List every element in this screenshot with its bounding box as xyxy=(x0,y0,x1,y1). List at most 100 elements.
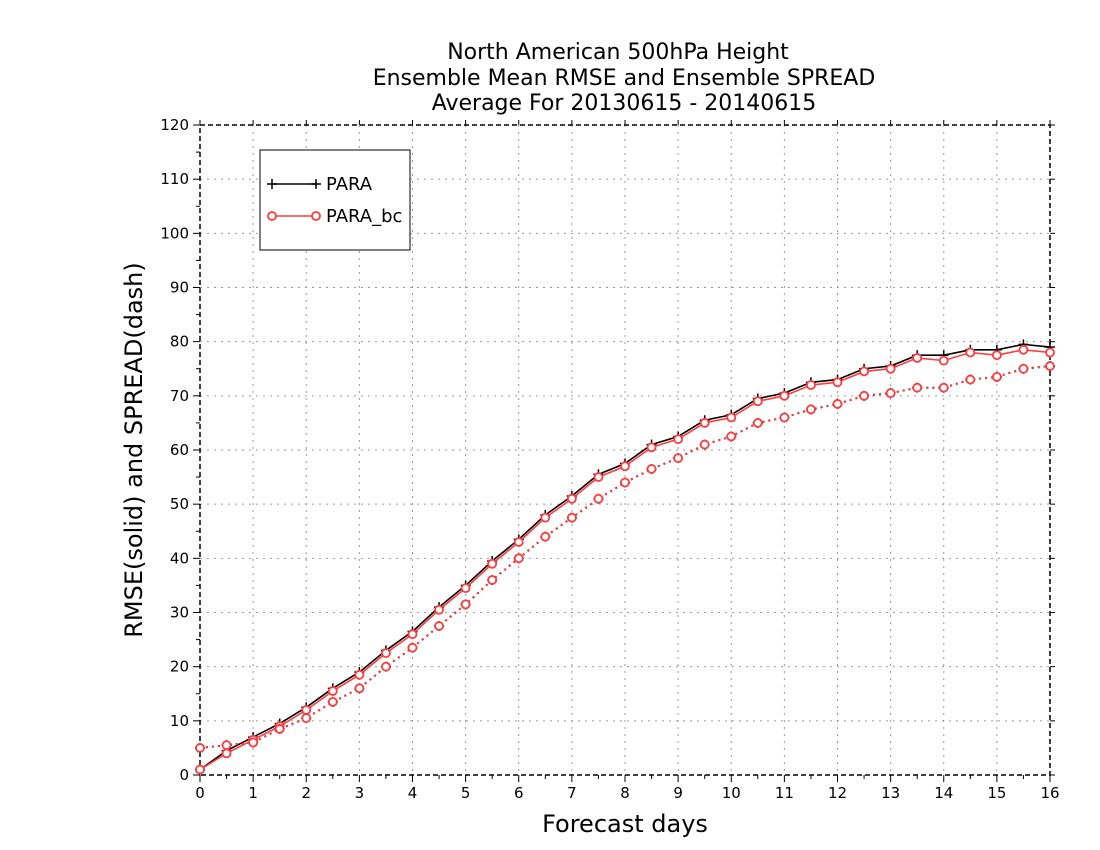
data-point-para-bc-spread xyxy=(327,696,338,707)
data-point-para-bc-spread xyxy=(699,439,710,450)
legend-label: PARA xyxy=(326,174,373,195)
y-tick-label: 50 xyxy=(170,495,189,513)
y-tick-label: 110 xyxy=(160,170,189,188)
x-tick-label: 8 xyxy=(620,784,630,802)
data-point-para-bc-spread xyxy=(779,412,790,423)
data-point-para-bc-spread xyxy=(274,724,285,734)
data-point-para-bc-spread xyxy=(513,553,524,564)
data-point-para-bc-rmse xyxy=(726,412,737,423)
data-point-para-bc-rmse xyxy=(407,629,418,640)
data-point-para-bc-rmse xyxy=(806,380,816,390)
y-tick-label: 0 xyxy=(179,766,189,784)
data-point-para-bc-rmse xyxy=(673,434,684,445)
y-tick-label: 70 xyxy=(170,387,189,405)
series-line-para-bc-spread xyxy=(199,365,1051,749)
data-point-para-bc-rmse xyxy=(593,472,604,482)
series-para-bc-rmse xyxy=(195,344,1055,775)
y-tick-label: 20 xyxy=(170,658,189,676)
chart-title: North American 500hPa Height Ensemble Me… xyxy=(373,40,876,116)
y-tick-label: 40 xyxy=(170,549,189,567)
data-point-para-bc-rmse xyxy=(620,461,630,472)
x-tick-label: 2 xyxy=(301,784,311,802)
y-tick-label: 80 xyxy=(170,333,189,351)
data-point-para-bc-spread xyxy=(991,371,1002,382)
data-point-para-bc-rmse xyxy=(354,669,365,680)
axis-ticks: 0 1 2 3 4 5 6 7 8 9 10 11 12 13 14 15 160102030405060708… xyxy=(160,116,1059,802)
x-tick-label: 16 xyxy=(1040,784,1059,802)
legend-label: PARA_bc xyxy=(326,206,402,227)
x-tick-label: 14 xyxy=(934,784,953,802)
legend: PARA PARA_bc xyxy=(259,149,411,251)
x-axis-title: Forecast days xyxy=(542,810,708,838)
data-point-para-bc-spread xyxy=(752,418,763,428)
data-point-para-bc-spread xyxy=(195,743,205,753)
data-point-para-bc-rmse xyxy=(487,558,498,569)
data-point-para-bc-spread xyxy=(381,661,391,672)
data-point-para-bc-rmse xyxy=(1045,347,1055,358)
x-tick-label: 13 xyxy=(881,784,900,802)
legend-box xyxy=(259,149,411,251)
data-point-para-bc-rmse xyxy=(513,537,524,547)
series xyxy=(195,339,1055,775)
data-point-para-bc-spread xyxy=(726,431,737,442)
x-tick-label: 10 xyxy=(722,784,741,802)
data-point-para-bc-spread xyxy=(832,399,843,409)
data-point-para-bc-rmse xyxy=(434,604,444,615)
chart-title-line-1: North American 500hPa Height xyxy=(447,40,789,65)
data-point-para-bc-rmse xyxy=(381,648,391,659)
series-line-para-spread xyxy=(199,365,1051,749)
data-point-para-bc-rmse xyxy=(646,442,657,453)
data-point-para-bc-spread xyxy=(806,404,816,415)
data-point-para-bc-spread xyxy=(938,382,949,393)
data-point-para-bc-rmse xyxy=(965,347,976,358)
data-point-para-bc-spread xyxy=(248,737,259,748)
legend-entry-para-bc: PARA_bc xyxy=(267,206,402,227)
data-point-para-bc-spread xyxy=(965,374,976,385)
y-tick-label: 100 xyxy=(160,224,189,242)
y-axis-title: RMSE(solid) and SPREAD(dash) xyxy=(120,262,148,638)
data-point-para-bc-rmse xyxy=(195,764,205,775)
data-point-para-bc-spread xyxy=(434,621,444,631)
data-point-para-bc-spread xyxy=(354,683,365,694)
data-point-para-bc-spread xyxy=(301,713,312,724)
x-tick-label: 6 xyxy=(514,784,524,802)
data-point-para-bc-spread xyxy=(487,575,498,585)
data-point-para-bc-rmse xyxy=(221,748,232,759)
x-tick-label: 12 xyxy=(828,784,847,802)
data-point-para-bc-rmse xyxy=(1018,344,1029,355)
data-point-para-bc-rmse xyxy=(540,512,551,523)
legend-entry-para: PARA xyxy=(267,174,373,195)
legend-marker xyxy=(311,211,321,221)
data-point-para-bc-rmse xyxy=(991,350,1002,361)
data-point-para-bc-rmse xyxy=(699,418,710,428)
data-point-para-bc-rmse xyxy=(566,493,577,504)
x-tick-label: 15 xyxy=(987,784,1006,802)
data-point-para-bc-rmse xyxy=(460,583,471,594)
data-point-para-bc-rmse xyxy=(832,377,843,388)
data-point-para-bc-spread xyxy=(620,477,630,488)
x-tick-label: 11 xyxy=(775,784,794,802)
x-tick-label: 3 xyxy=(355,784,365,802)
data-point-para-bc-spread xyxy=(885,388,896,399)
data-point-para-bc-spread xyxy=(540,531,551,542)
x-tick-label: 5 xyxy=(461,784,471,802)
chart-title-line-2: Ensemble Mean RMSE and Ensemble SPREAD xyxy=(373,66,876,91)
x-tick-label: 0 xyxy=(195,784,205,802)
data-point-para-bc-rmse xyxy=(327,686,338,696)
data-point-para-bc-spread xyxy=(1018,363,1029,374)
data-point-para-bc-spread xyxy=(673,453,684,464)
x-tick-label: 1 xyxy=(248,784,258,802)
data-point-para-bc-spread xyxy=(912,382,923,393)
data-point-para-bc-rmse xyxy=(301,705,312,715)
data-point-para-bc-spread xyxy=(593,493,604,504)
x-tick-label: 4 xyxy=(408,784,418,802)
data-point-para-bc-spread xyxy=(566,512,577,523)
series-line-para-rmse xyxy=(199,343,1051,771)
series-para-rmse xyxy=(195,339,1055,775)
data-point-para-bc-spread xyxy=(221,740,232,751)
legend-marker xyxy=(311,179,321,189)
chart-title-line-3: Average For 20130615 - 20140615 xyxy=(432,91,817,116)
y-tick-label: 30 xyxy=(170,604,189,622)
data-point-para-bc-spread xyxy=(407,642,418,653)
